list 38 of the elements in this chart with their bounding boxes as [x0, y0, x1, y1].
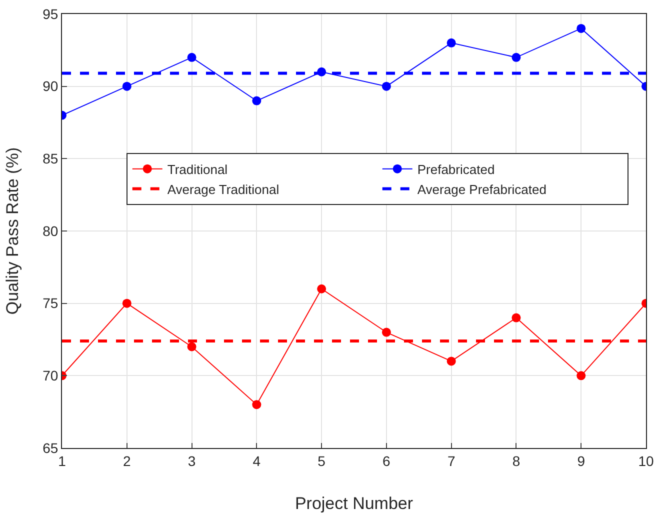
y-tick-label: 70 — [42, 368, 58, 384]
point — [382, 328, 391, 337]
point — [446, 38, 456, 48]
legend-label: Traditional — [167, 162, 228, 177]
x-tick-label: 1 — [58, 452, 66, 469]
y-tick-label: 90 — [42, 78, 58, 94]
x-tick-label: 5 — [318, 452, 326, 469]
point — [446, 356, 456, 366]
point — [576, 371, 586, 380]
y-tick-label: 95 — [42, 6, 58, 22]
x-tick-label: 10 — [638, 452, 654, 469]
x-tick-label: 7 — [447, 452, 456, 469]
point — [122, 298, 132, 308]
point — [122, 82, 132, 91]
point — [252, 96, 262, 106]
point — [512, 313, 521, 322]
y-tick-label: 75 — [42, 295, 58, 312]
legend-label: Average Traditional — [167, 182, 280, 197]
y-tick-label: 85 — [42, 150, 58, 167]
y-axis-title: Quality Pass Rate (%) — [3, 147, 22, 315]
point — [252, 400, 262, 410]
point — [382, 82, 391, 91]
x-tick-label: 6 — [382, 452, 391, 469]
x-tick-label: 3 — [188, 452, 196, 469]
x-axis-title: Project Number — [294, 494, 414, 513]
point — [317, 284, 326, 294]
y-tick-label: 65 — [42, 440, 58, 456]
point — [187, 52, 196, 62]
point — [187, 342, 196, 352]
legend-label: Prefabricated — [417, 162, 495, 177]
x-tick-label: 4 — [252, 452, 261, 469]
y-tick-label: 80 — [42, 222, 58, 239]
x-tick-label: 9 — [577, 452, 586, 469]
x-tick-label: 2 — [122, 452, 131, 469]
x-tick-label: 8 — [512, 452, 520, 469]
legend-label: Average Prefabricated — [417, 182, 546, 197]
point — [576, 24, 586, 33]
point — [512, 52, 521, 62]
